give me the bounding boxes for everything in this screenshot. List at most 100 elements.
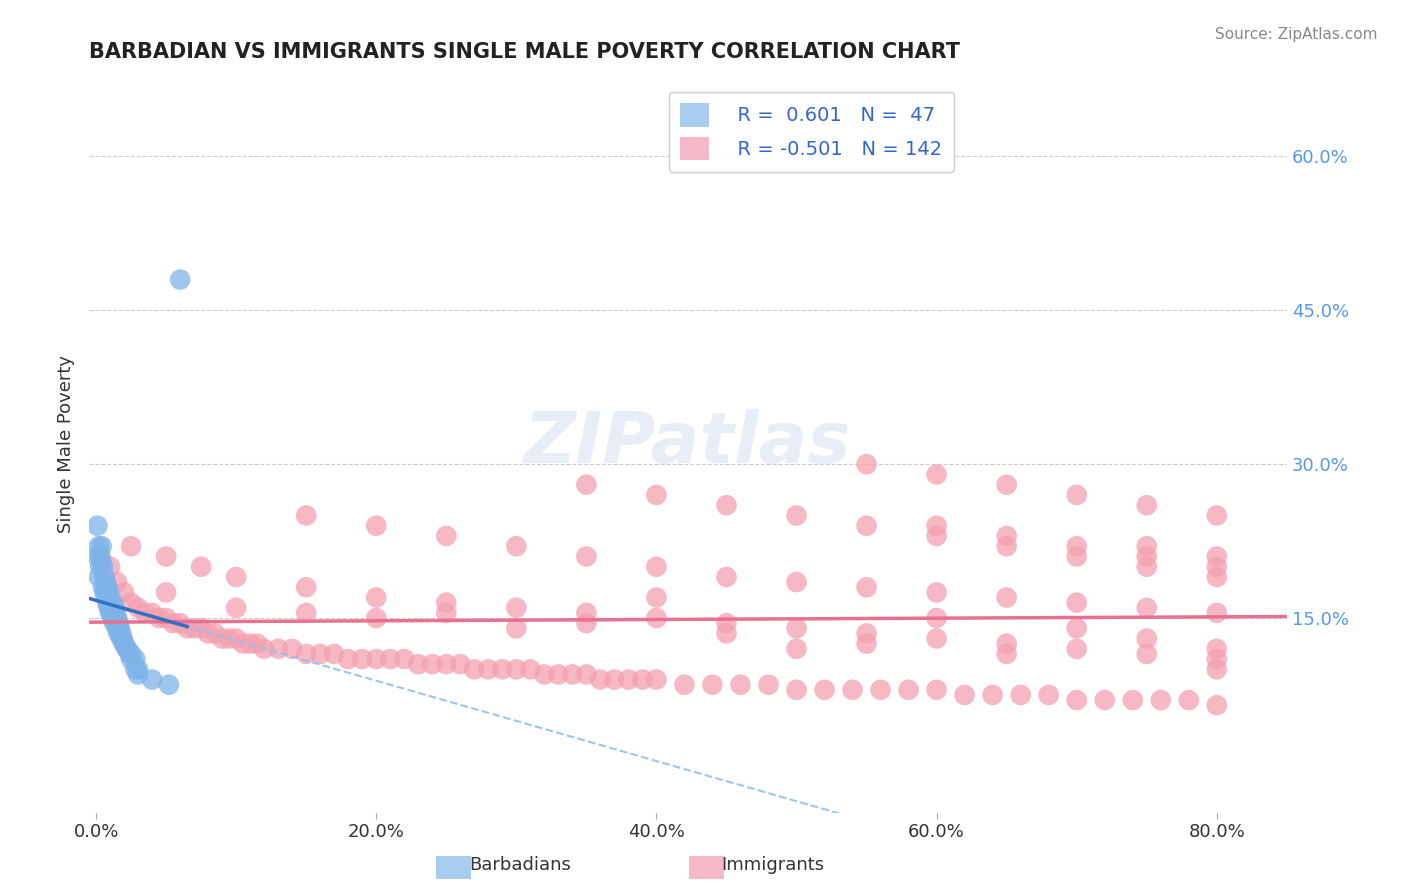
Point [107, 626, 129, 640]
Point [352, 652, 374, 666]
Point [786, 641, 808, 656]
Point [995, 529, 1018, 543]
Point [86, 518, 108, 533]
Point [716, 616, 738, 631]
Point [204, 626, 226, 640]
Point [89, 549, 111, 564]
Point [110, 626, 132, 640]
Point [98, 559, 121, 574]
Point [953, 688, 976, 702]
Point [309, 647, 332, 661]
Point [463, 662, 485, 676]
Point [115, 641, 138, 656]
Point [120, 596, 142, 610]
Point [162, 616, 184, 631]
Point [547, 667, 569, 681]
Point [127, 600, 149, 615]
Point [107, 616, 129, 631]
Point [1205, 559, 1227, 574]
Point [673, 678, 696, 692]
Point [87, 539, 110, 553]
Point [141, 673, 163, 687]
Point [716, 626, 738, 640]
Point [505, 662, 527, 676]
Point [925, 632, 948, 646]
Point [1205, 641, 1227, 656]
Point [105, 611, 128, 625]
Point [295, 647, 318, 661]
Point [323, 647, 346, 661]
Point [366, 591, 388, 605]
Point [533, 667, 555, 681]
Point [239, 637, 262, 651]
Point [94, 575, 117, 590]
Point [380, 652, 402, 666]
Point [575, 606, 598, 620]
Point [995, 591, 1018, 605]
Point [110, 632, 132, 646]
Point [995, 647, 1018, 661]
Point [1205, 662, 1227, 676]
Point [112, 637, 135, 651]
Point [1205, 549, 1227, 564]
Text: BARBADIAN VS IMMIGRANTS SINGLE MALE POVERTY CORRELATION CHART: BARBADIAN VS IMMIGRANTS SINGLE MALE POVE… [89, 42, 960, 62]
Point [589, 673, 612, 687]
Point [281, 641, 304, 656]
Point [617, 673, 640, 687]
Point [120, 647, 142, 661]
Legend:   R =  0.601   N =  47,   R = -0.501   N = 142: R = 0.601 N = 47, R = -0.501 N = 142 [668, 92, 953, 172]
Point [96, 580, 118, 594]
Point [127, 662, 149, 676]
Point [155, 585, 177, 599]
Text: Immigrants: Immigrants [721, 856, 825, 874]
Point [1136, 498, 1159, 512]
Point [101, 596, 124, 610]
Point [108, 621, 131, 635]
Point [575, 477, 598, 491]
Point [197, 626, 219, 640]
Point [1136, 632, 1159, 646]
Point [434, 596, 457, 610]
Point [93, 570, 115, 584]
Point [1177, 693, 1199, 707]
Point [155, 611, 177, 625]
Point [127, 667, 149, 681]
Point [505, 539, 527, 553]
Point [169, 272, 191, 286]
Point [925, 682, 948, 697]
Point [925, 518, 948, 533]
Point [134, 606, 156, 620]
Point [394, 652, 416, 666]
Point [645, 673, 668, 687]
Point [225, 600, 247, 615]
Point [97, 585, 120, 599]
Point [855, 637, 877, 651]
Point [995, 637, 1018, 651]
Point [786, 682, 808, 697]
Point [190, 559, 212, 574]
Point [111, 632, 134, 646]
Point [645, 559, 668, 574]
Y-axis label: Single Male Poverty: Single Male Poverty [58, 355, 75, 533]
Point [90, 539, 112, 553]
Point [995, 539, 1018, 553]
Point [1205, 652, 1227, 666]
Point [98, 591, 121, 605]
Point [841, 682, 863, 697]
Point [897, 682, 920, 697]
Point [253, 641, 276, 656]
Point [575, 616, 598, 631]
Point [232, 637, 254, 651]
Point [157, 678, 180, 692]
Point [1150, 693, 1173, 707]
Point [124, 662, 146, 676]
Point [813, 682, 835, 697]
Point [1066, 488, 1088, 502]
Point [148, 611, 170, 625]
Point [855, 518, 877, 533]
Point [89, 559, 111, 574]
Point [1136, 539, 1159, 553]
Point [86, 549, 108, 564]
Point [855, 626, 877, 640]
Point [211, 632, 233, 646]
